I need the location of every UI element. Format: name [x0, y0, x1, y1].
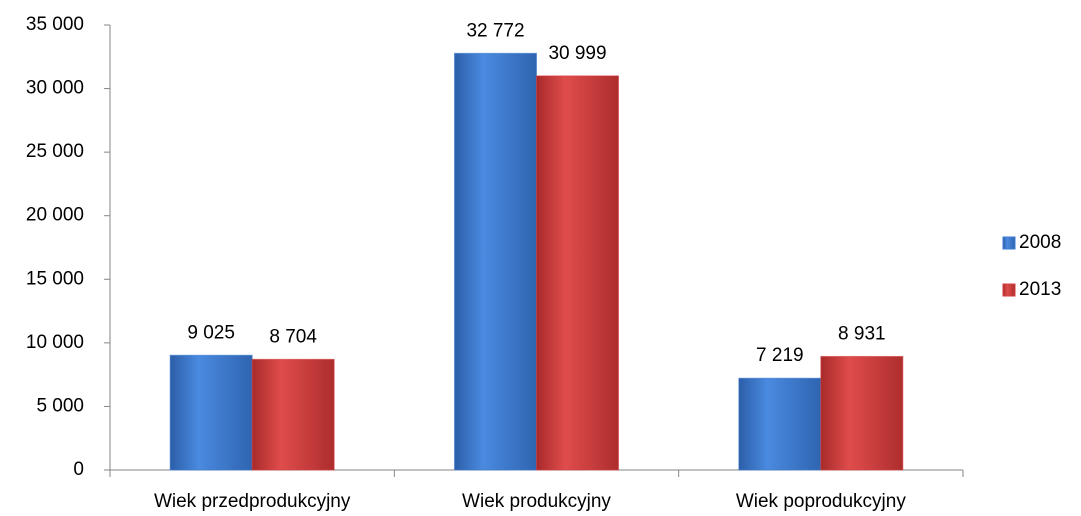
legend-swatch [1002, 236, 1016, 250]
value-label: 7 219 [756, 345, 804, 366]
y-tick-label: 5 000 [36, 395, 84, 416]
x-tick-label: Wiek poprodukcyjny [736, 491, 907, 512]
bar [738, 377, 822, 471]
y-tick-label: 15 000 [26, 268, 84, 289]
bar [454, 52, 537, 471]
legend-swatch [1002, 283, 1016, 297]
y-tick-label: 30 000 [26, 78, 84, 99]
bar [820, 355, 904, 471]
legend-label: 2013 [1019, 279, 1061, 300]
value-label: 30 999 [548, 43, 606, 64]
x-tick-label: Wiek przedprodukcyjny [154, 491, 351, 512]
bar [536, 75, 619, 471]
value-label: 32 772 [466, 20, 524, 41]
legend-label: 2008 [1019, 232, 1061, 253]
value-label: 8 704 [269, 326, 317, 347]
y-tick-label: 0 [73, 459, 84, 480]
value-label: 9 025 [187, 322, 235, 343]
y-tick-label: 20 000 [26, 205, 84, 226]
y-tick-label: 25 000 [26, 141, 84, 162]
bar [169, 354, 253, 471]
bar [251, 358, 335, 471]
y-tick-label: 35 000 [26, 14, 84, 35]
value-label: 8 931 [838, 323, 886, 344]
y-tick-label: 10 000 [26, 332, 84, 353]
x-tick-label: Wiek produkcyjny [462, 491, 611, 512]
